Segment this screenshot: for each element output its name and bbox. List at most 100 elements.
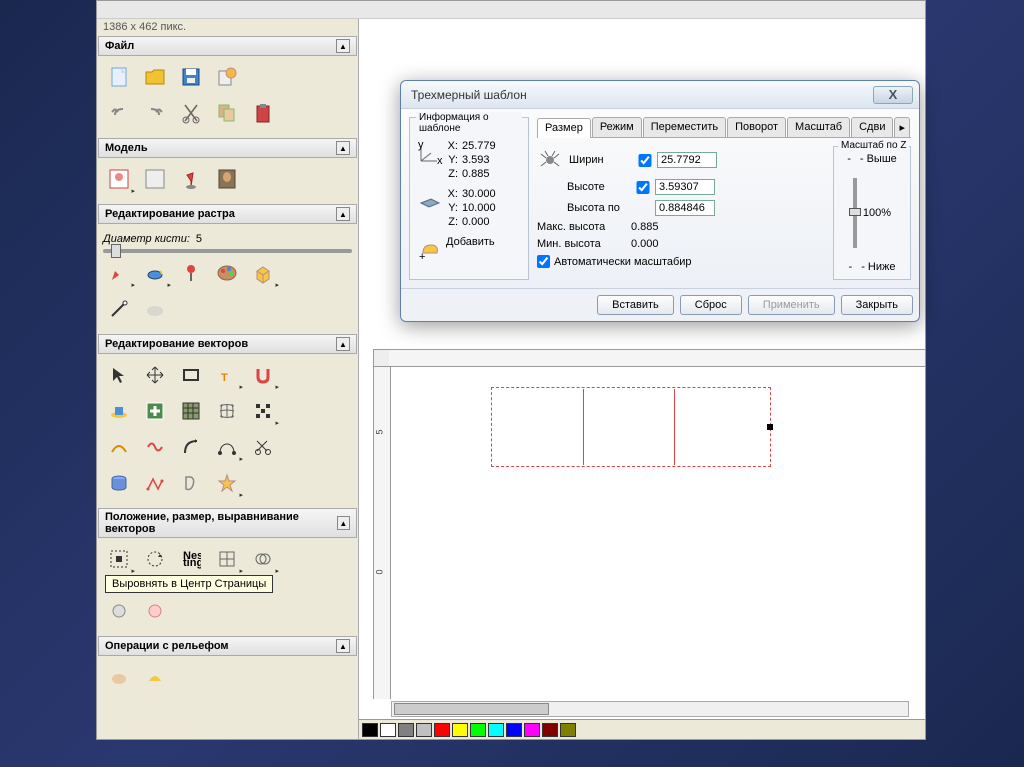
panel-header-file[interactable]: Файл ▲ (98, 36, 357, 56)
selected-shape[interactable] (491, 387, 771, 467)
panel-header-position[interactable]: Положение, размер, выравнивание векторов… (98, 508, 357, 538)
arc-icon[interactable] (175, 431, 207, 463)
collapse-icon[interactable]: ▲ (336, 39, 350, 53)
blur-icon[interactable] (139, 293, 171, 325)
cube-icon[interactable]: ▸ (247, 257, 279, 289)
text-icon[interactable]: T▸ (211, 359, 243, 391)
height-input[interactable]: 3.59307 (655, 179, 715, 195)
extra-tool-1-icon[interactable] (103, 595, 135, 627)
curve2-icon[interactable] (139, 431, 171, 463)
paste-icon[interactable] (247, 97, 279, 129)
collapse-icon[interactable]: ▲ (336, 207, 350, 221)
panel-header-model[interactable]: Модель ▲ (98, 138, 357, 158)
nodes-icon[interactable]: ▸ (247, 395, 279, 427)
relief-tool-2-icon[interactable] (139, 661, 171, 693)
collapse-icon[interactable]: ▲ (336, 639, 350, 653)
extra-tool-2-icon[interactable] (139, 595, 171, 627)
copy-icon[interactable] (211, 97, 243, 129)
zscale-slider[interactable] (853, 178, 857, 248)
color-swatch[interactable] (380, 723, 396, 737)
pencil-icon[interactable]: ▸ (103, 257, 135, 289)
width-lock-checkbox[interactable] (637, 154, 653, 167)
bucket-icon[interactable]: ▸ (139, 257, 171, 289)
tab-rotate[interactable]: Поворот (727, 117, 786, 137)
add-icon[interactable]: + (416, 236, 444, 264)
rotate-icon[interactable] (139, 543, 171, 575)
tab-more[interactable]: ▸ (894, 117, 910, 137)
collapse-icon[interactable]: ▲ (336, 141, 350, 155)
color-swatch[interactable] (488, 723, 504, 737)
dialog-titlebar[interactable]: Трехмерный шаблон X (401, 81, 919, 109)
brush-slider[interactable] (103, 249, 352, 253)
save-file-icon[interactable] (175, 61, 207, 93)
close-button[interactable]: X (873, 86, 913, 104)
model-tool-2-icon[interactable] (139, 163, 171, 195)
canvas-workspace[interactable] (391, 367, 925, 699)
move-icon[interactable] (139, 359, 171, 391)
insert-button[interactable]: Вставить (597, 295, 674, 315)
cut-icon[interactable] (175, 97, 207, 129)
relief-tool-1-icon[interactable] (103, 661, 135, 693)
color-swatch[interactable] (560, 723, 576, 737)
panel-header-raster[interactable]: Редактирование растра ▲ (98, 204, 357, 224)
auto-scale-checkbox[interactable] (537, 255, 550, 268)
tab-move[interactable]: Переместить (643, 117, 726, 137)
curve1-icon[interactable] (103, 431, 135, 463)
height-lock-checkbox[interactable] (635, 181, 651, 194)
zscale-thumb[interactable] (849, 208, 861, 216)
horizontal-scrollbar[interactable] (391, 701, 909, 717)
lamp-icon[interactable] (175, 163, 207, 195)
color-swatch[interactable] (506, 723, 522, 737)
grid-icon[interactable] (175, 395, 207, 427)
scrollbar-thumb[interactable] (394, 703, 549, 715)
color-swatch[interactable] (452, 723, 468, 737)
nesting-icon[interactable]: Nesting (175, 543, 207, 575)
resize-handle[interactable] (767, 424, 773, 430)
apply-button[interactable]: Применить (748, 295, 835, 315)
star-icon[interactable]: ▸ (211, 467, 243, 499)
bezier-icon[interactable]: ▸ (211, 431, 243, 463)
rect-icon[interactable] (175, 359, 207, 391)
color-swatch[interactable] (362, 723, 378, 737)
align-icon[interactable]: ▸ (211, 543, 243, 575)
color-swatch[interactable] (398, 723, 414, 737)
color-swatch[interactable] (542, 723, 558, 737)
tab-mode[interactable]: Режим (592, 117, 642, 137)
tab-size[interactable]: Размер (537, 118, 591, 138)
tab-shift[interactable]: Сдви (851, 117, 893, 137)
collapse-icon[interactable]: ▲ (336, 337, 350, 351)
overlap-icon[interactable]: ▸ (247, 543, 279, 575)
model-tool-1-icon[interactable]: ▸ (103, 163, 135, 195)
add-label[interactable]: Добавить (446, 236, 495, 248)
panel-header-relief[interactable]: Операции с рельефом ▲ (98, 636, 357, 656)
palette-icon[interactable] (211, 257, 243, 289)
shape-icon[interactable] (175, 467, 207, 499)
color-swatch[interactable] (524, 723, 540, 737)
slider-thumb[interactable] (111, 244, 121, 258)
cylinder-icon[interactable] (103, 467, 135, 499)
monalisa-icon[interactable] (211, 163, 243, 195)
pin-icon[interactable] (175, 257, 207, 289)
cursor-icon[interactable] (103, 359, 135, 391)
hat-icon[interactable] (103, 395, 135, 427)
width-input[interactable]: 25.7792 (657, 152, 717, 168)
export-icon[interactable] (211, 61, 243, 93)
heightz-input[interactable]: 0.884846 (655, 200, 715, 216)
reset-button[interactable]: Сброс (680, 295, 742, 315)
tab-scale[interactable]: Масштаб (787, 117, 850, 137)
color-swatch[interactable] (470, 723, 486, 737)
wand-icon[interactable] (103, 293, 135, 325)
center-icon[interactable]: ▸ (103, 543, 135, 575)
path-icon[interactable] (139, 467, 171, 499)
redo-icon[interactable] (139, 97, 171, 129)
scissors-icon[interactable] (247, 431, 279, 463)
color-swatch[interactable] (434, 723, 450, 737)
open-file-icon[interactable] (139, 61, 171, 93)
new-file-icon[interactable] (103, 61, 135, 93)
magnet-icon[interactable]: ▸ (247, 359, 279, 391)
panel-header-vectors[interactable]: Редактирование векторов ▲ (98, 334, 357, 354)
mesh-icon[interactable] (211, 395, 243, 427)
collapse-icon[interactable]: ▲ (337, 516, 350, 530)
color-swatch[interactable] (416, 723, 432, 737)
close-button[interactable]: Закрыть (841, 295, 913, 315)
